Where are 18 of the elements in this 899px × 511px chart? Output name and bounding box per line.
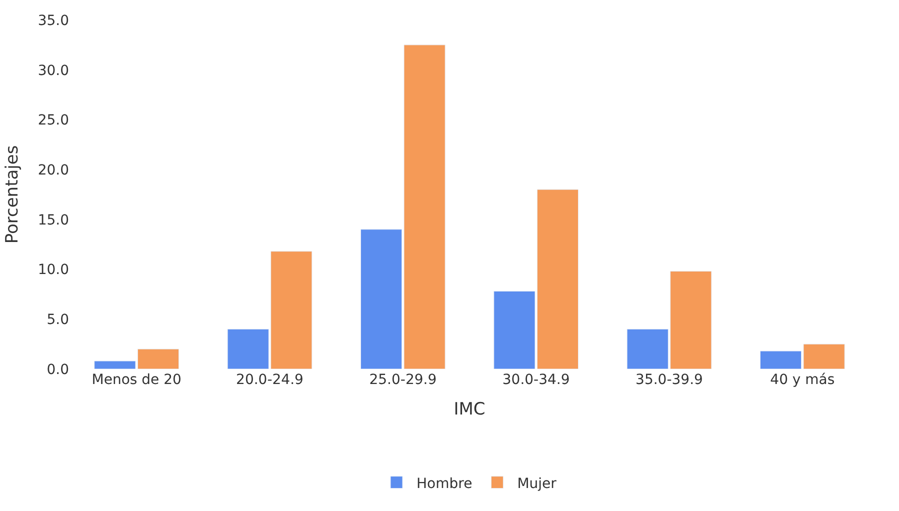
y-tick-label: 15.0 bbox=[38, 212, 69, 228]
legend-label: Hombre bbox=[416, 476, 472, 492]
legend-label: Mujer bbox=[517, 476, 557, 492]
x-tick-label: 35.0-39.9 bbox=[636, 372, 703, 388]
x-tick-label: 30.0-34.9 bbox=[502, 372, 570, 388]
y-tick-label: 0.0 bbox=[46, 362, 69, 378]
x-tick-label: 25.0-29.9 bbox=[369, 372, 437, 388]
x-tick-label: Menos de 20 bbox=[92, 372, 182, 388]
y-tick-label: 30.0 bbox=[38, 62, 69, 79]
y-tick-label: 10.0 bbox=[38, 262, 69, 278]
y-tick-label: 20.0 bbox=[38, 162, 69, 178]
y-axis-title: Porcentajes bbox=[2, 145, 22, 244]
y-tick-label: 35.0 bbox=[38, 12, 69, 29]
x-tick-label: 40 y más bbox=[770, 372, 835, 388]
y-tick-label: 5.0 bbox=[46, 312, 69, 328]
x-tick-label: 20.0-24.9 bbox=[236, 372, 304, 388]
y-tick-label: 25.0 bbox=[38, 112, 69, 129]
x-axis-title: IMC bbox=[454, 399, 486, 420]
